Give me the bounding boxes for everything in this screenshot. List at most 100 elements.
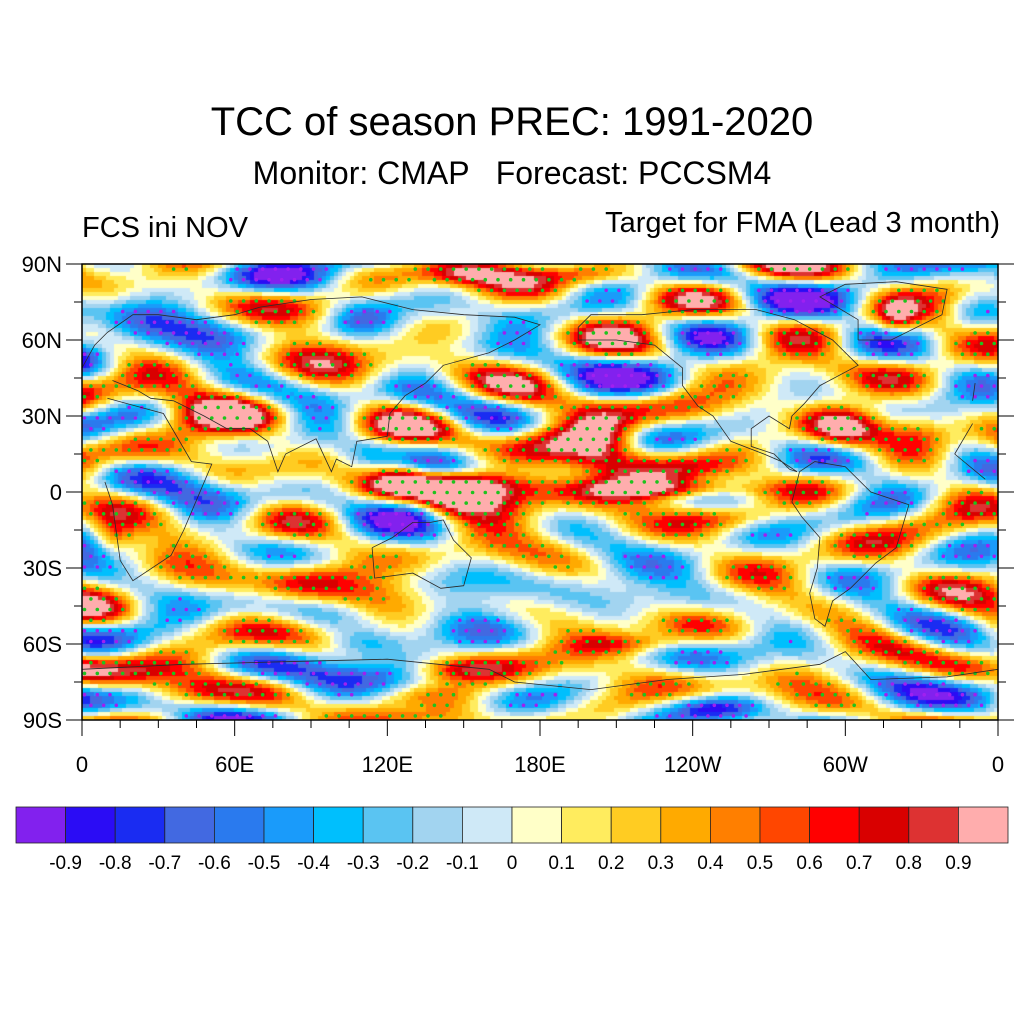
stipple-dot-positive [407, 469, 411, 474]
colorbar-label: -0.7 [148, 853, 181, 874]
stipple-dot-positive [776, 341, 780, 346]
stipple-dot-positive [432, 277, 437, 282]
stipple-dot-positive [585, 490, 589, 495]
stipple-dot-positive [305, 363, 310, 367]
stipple-dot-positive [871, 309, 876, 314]
stipple-dot-positive [623, 469, 627, 474]
stipple-dot-positive [928, 299, 933, 303]
stipple-dot-negative [706, 267, 710, 271]
stipple-dot-negative [273, 714, 278, 718]
stipple-dot-negative [858, 586, 863, 591]
stipple-dot-positive [190, 575, 195, 580]
stipple-dot-positive [279, 639, 284, 644]
stipple-dot-positive [922, 288, 926, 293]
stipple-dot-negative [311, 267, 316, 271]
stipple-dot-positive [458, 490, 462, 495]
stipple-dot-positive [451, 501, 456, 505]
stipple-dot-positive [426, 714, 430, 718]
stipple-dot-positive [305, 575, 310, 580]
stipple-dot-positive [979, 660, 984, 665]
stipple-dot-negative [197, 714, 201, 718]
stipple-dot-negative [871, 331, 876, 335]
stipple-dot-positive [629, 501, 634, 505]
stipple-dot-negative [324, 416, 329, 420]
stipple-dot-positive [909, 309, 914, 314]
stipple-dot-negative [343, 320, 348, 325]
initialization-label: FCS ini NOV [82, 212, 248, 244]
stipple-dot-positive [706, 309, 710, 314]
stipple-dot-negative [814, 299, 818, 303]
stipple-dot-positive [133, 671, 138, 676]
stipple-dot-positive [884, 309, 888, 314]
stipple-dot-positive [578, 331, 583, 335]
stipple-dot-positive [496, 277, 500, 282]
stipple-dot-positive [470, 363, 475, 367]
stipple-dot-negative [356, 512, 360, 516]
stipple-dot-positive [292, 512, 297, 516]
stipple-dot-negative [699, 660, 704, 665]
stipple-dot-positive [725, 575, 729, 580]
stipple-dot-positive [591, 267, 596, 271]
stipple-dot-positive [839, 405, 844, 410]
stipple-dot-negative [648, 384, 653, 388]
stipple-dot-positive [610, 490, 615, 495]
stipple-dot-negative [260, 714, 265, 718]
stipple-dot-positive [254, 639, 259, 644]
stipple-dot-positive [222, 416, 227, 420]
stipple-dot-positive [922, 650, 926, 654]
stipple-dot-positive [318, 575, 322, 580]
stipple-dot-positive [712, 618, 717, 622]
stipple-dot-negative [827, 448, 831, 452]
stipple-dot-positive [171, 671, 176, 676]
stipple-dot-positive [369, 554, 373, 559]
stipple-dot-negative [203, 512, 208, 516]
stipple-dot-positive [935, 650, 939, 654]
stipple-dot-negative [273, 671, 278, 676]
stipple-dot-negative [458, 618, 462, 622]
stipple-dot-positive [852, 533, 856, 537]
stipple-dot-positive [687, 469, 691, 474]
stipple-dot-positive [941, 512, 946, 516]
stipple-dot-positive [897, 373, 901, 378]
stipple-dot-positive [483, 533, 488, 537]
stipple-dot-positive [184, 267, 189, 271]
stipple-dot-positive [515, 522, 519, 527]
stipple-dot-negative [311, 416, 316, 420]
colorbar-label: -0.1 [446, 853, 479, 874]
coastline-path [954, 423, 973, 455]
stipple-dot-negative [101, 554, 106, 559]
stipple-dot-positive [254, 682, 259, 686]
stipple-dot-positive [248, 629, 252, 633]
stipple-dot-positive [572, 341, 577, 346]
stipple-dot-positive [642, 416, 647, 420]
stipple-dot-positive [248, 416, 252, 420]
stipple-dot-negative [318, 277, 322, 282]
stipple-dot-negative [184, 501, 189, 505]
stipple-dot-negative [941, 682, 946, 686]
stipple-dot-positive [133, 373, 138, 378]
stipple-dot-negative [203, 341, 208, 346]
stipple-dot-negative [483, 618, 488, 622]
stipple-dot-positive [566, 501, 570, 505]
stipple-dot-positive [439, 714, 443, 718]
stipple-dot-positive [807, 501, 812, 505]
stipple-dot-positive [458, 512, 462, 516]
coastline-path [371, 519, 472, 589]
stipple-dot-positive [935, 288, 939, 293]
chart-subtitle: Monitor: CMAP Forecast: PCCSM4 [252, 155, 772, 191]
stipple-dot-positive [865, 426, 869, 431]
stipple-dot-positive [260, 692, 265, 697]
stipple-dot-positive [578, 629, 583, 633]
stipple-dot-positive [706, 480, 710, 484]
stipple-dot-positive [95, 671, 100, 676]
stipple-dot-negative [279, 554, 284, 559]
stipple-dot-positive [140, 363, 144, 367]
stipple-dot-positive [617, 416, 621, 420]
stipple-dot-negative [909, 692, 914, 697]
stipple-dot-positive [986, 331, 990, 335]
stipple-dot-positive [827, 341, 831, 346]
stipple-dot-positive [101, 618, 106, 622]
stipple-dot-positive [909, 288, 914, 293]
stipple-dot-positive [617, 437, 621, 442]
stipple-dot-negative [140, 320, 144, 325]
